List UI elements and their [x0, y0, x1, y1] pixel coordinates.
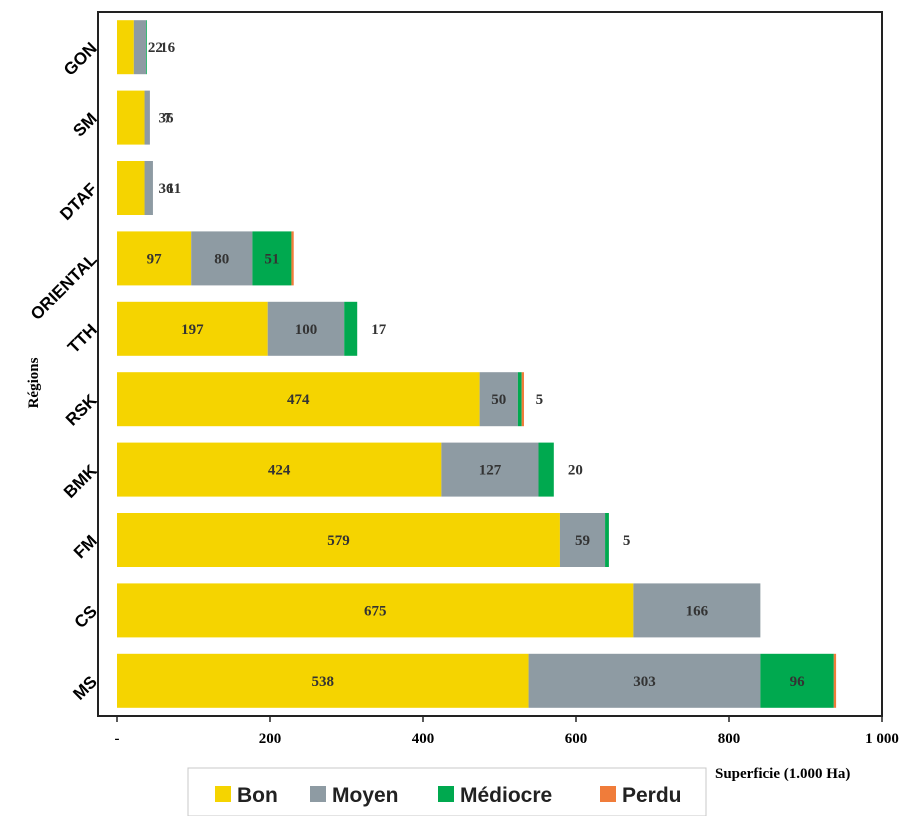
data-label-rsk-bon: 474	[287, 392, 310, 408]
bar-fm-moyen	[559, 513, 606, 567]
bar-sm-bon	[117, 90, 145, 145]
y-tick-label-ms: MS	[69, 672, 100, 703]
x-tick-label-800: 800	[718, 731, 741, 747]
data-label-tth-moyen: 100	[295, 322, 318, 338]
x-tick-label-0: -	[115, 731, 120, 747]
bar-oriental-bon	[117, 231, 192, 286]
y-tick-label-oriental: ORIENTAL	[27, 250, 101, 324]
legend-swatch-moyen	[310, 786, 326, 802]
bars-layer	[117, 20, 837, 708]
bar-rsk-bon	[117, 372, 480, 427]
data-label-dtaf-moyen: 11	[167, 181, 181, 197]
bar-ms-bon	[117, 653, 529, 708]
legend: Bon Moyen Médiocre Perdu	[187, 767, 707, 816]
legend-label-bon: Bon	[237, 784, 278, 807]
bar-tth-médiocre	[344, 301, 358, 356]
x-tick-label-400: 400	[412, 731, 435, 747]
bar-fm-bon	[117, 513, 560, 567]
data-label-oriental-moyen: 80	[214, 251, 229, 267]
data-label-sm-moyen: 7	[164, 111, 172, 127]
y-tick-label-rsk: RSK	[62, 390, 101, 429]
data-label-oriental-médiocre: 51	[264, 251, 279, 267]
legend-swatch-médiocre	[438, 786, 454, 802]
bar-gon-médiocre	[146, 20, 147, 75]
legend-swatch-bon	[215, 786, 231, 802]
data-label-dtaf-bon: 36	[159, 181, 175, 197]
data-label-fm-bon: 579	[327, 533, 350, 549]
x-axis-title: Superficie (1.000 Ha)	[715, 766, 850, 782]
data-label-tth-bon: 197	[181, 322, 204, 338]
data-label-fm-moyen: 59	[575, 533, 590, 549]
bar-tth-bon	[117, 301, 268, 356]
bar-ms-perdu	[833, 653, 837, 708]
x-tick-label-600: 600	[565, 731, 588, 747]
bar-bmk-médiocre	[538, 442, 554, 497]
bar-rsk-perdu	[521, 372, 524, 427]
data-label-sm-bon: 36	[159, 111, 175, 127]
data-label-rsk-moyen: 50	[491, 392, 506, 408]
data-label-cs-bon: 675	[364, 603, 387, 619]
y-tick-label-cs: CS	[71, 602, 101, 632]
data-label-bmk-bon: 424	[268, 463, 291, 479]
bar-rsk-moyen	[479, 372, 518, 427]
y-tick-label-tth: TTH	[64, 320, 101, 357]
bar-fm-médiocre	[605, 513, 609, 567]
bar-bmk-bon	[117, 442, 442, 497]
bar-gon-moyen	[133, 20, 147, 75]
data-label-ms-médiocre: 96	[790, 674, 806, 690]
bar-dtaf-bon	[117, 161, 145, 215]
bar-tth-moyen	[267, 301, 345, 356]
y-tick-label-sm: SM	[69, 109, 100, 140]
bar-cs-moyen	[633, 583, 761, 638]
legend-swatch-perdu	[600, 786, 616, 802]
bar-cs-bon	[117, 583, 634, 638]
data-label-gon-bon: 22	[148, 40, 163, 56]
data-label-ms-bon: 538	[312, 674, 335, 690]
y-tick-label-fm: FM	[70, 531, 101, 562]
y-tick-label-bmk: BMK	[60, 460, 101, 501]
bar-oriental-moyen	[191, 231, 253, 286]
data-label-oriental-bon: 97	[147, 251, 163, 267]
y-tick-label-dtaf: DTAF	[56, 179, 101, 224]
data-label-cs-moyen: 166	[686, 603, 709, 619]
bar-sm-moyen	[144, 90, 150, 145]
data-label-bmk-moyen: 127	[479, 463, 502, 479]
bar-bmk-moyen	[441, 442, 539, 497]
bar-gon-bon	[117, 20, 134, 75]
bar-ms-moyen	[528, 653, 761, 708]
bar-oriental-médiocre	[252, 231, 292, 286]
bar-ms-médiocre	[760, 653, 834, 708]
data-label-tth-médiocre: 17	[371, 322, 387, 338]
legend-label-médiocre: Médiocre	[460, 784, 552, 807]
data-label-bmk-médiocre: 20	[568, 463, 583, 479]
bar-oriental-perdu	[291, 231, 294, 286]
bar-rsk-médiocre	[517, 372, 522, 427]
legend-label-perdu: Perdu	[622, 784, 682, 807]
data-label-rsk-médiocre: 5	[536, 392, 544, 408]
y-axis-title: Régions	[26, 357, 42, 408]
data-label-ms-moyen: 303	[633, 674, 656, 690]
x-tick-labels: - 200 400 600 800 1 000	[115, 716, 899, 747]
x-tick-label-200: 200	[259, 731, 282, 747]
y-tick-label-gon: GON	[60, 39, 101, 80]
data-label-fm-médiocre: 5	[623, 533, 631, 549]
plot-frame	[97, 11, 883, 717]
bar-dtaf-moyen	[144, 161, 153, 215]
data-label-gon-moyen: 16	[160, 40, 176, 56]
legend-label-moyen: Moyen	[332, 784, 399, 807]
x-tick-label-1000: 1 000	[865, 731, 899, 747]
